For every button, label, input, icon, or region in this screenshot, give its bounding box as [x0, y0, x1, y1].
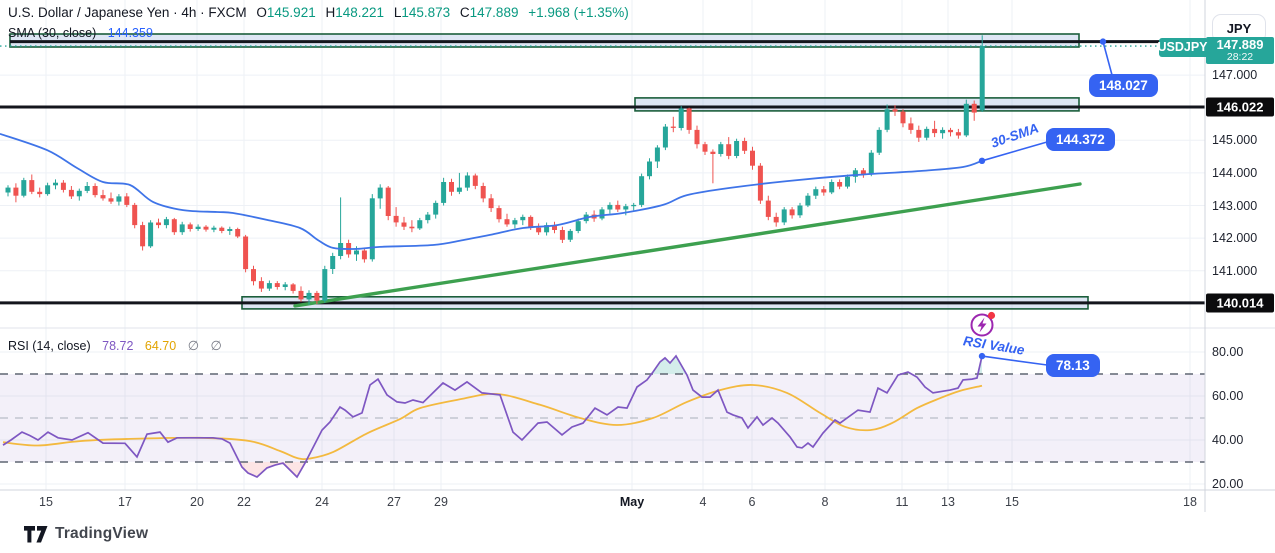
high-value: 148.221 — [335, 5, 385, 20]
price-axis[interactable]: JPY 147.889 28:22 147.000 145.000 144.000 1… — [1205, 0, 1275, 512]
time-axis-label: 22 — [237, 495, 251, 509]
time-axis-label: 8 — [821, 495, 829, 509]
open-value: 145.921 — [266, 5, 316, 20]
time-axis-label: 15 — [39, 495, 53, 509]
sma-legend[interactable]: SMA (30, close) 144.359 — [8, 26, 153, 40]
rsi-hidden-value-icon: ∅ — [210, 338, 222, 353]
close-value: 147.889 — [469, 5, 519, 20]
price-axis-label: 142.000 — [1212, 231, 1258, 246]
current-price-value: 147.889 — [1216, 37, 1264, 52]
time-axis-label: 20 — [190, 495, 204, 509]
close-label: C — [459, 5, 470, 20]
sma-name: SMA (30, close) — [8, 26, 97, 40]
price-axis-label: 144.000 — [1212, 165, 1258, 180]
time-axis-label: 11 — [895, 495, 909, 509]
tradingview-logo[interactable]: TradingView — [24, 525, 148, 543]
symbol-price-line-tag: USDJPY — [1157, 37, 1208, 57]
open-label: O — [256, 5, 267, 20]
rsi-value: 78.72 — [102, 339, 134, 353]
price-axis-label: 143.000 — [1212, 198, 1258, 213]
symbol-legend[interactable]: U.S. Dollar / Japanese Yen · 4h · FXCM O… — [8, 5, 629, 20]
rsi-hidden-value-icon: ∅ — [187, 338, 200, 353]
rsi-name: RSI (14, close) — [8, 339, 91, 353]
rsi-axis-label: 40.00 — [1212, 433, 1244, 447]
change-value: +1.968 (+1.35%) — [528, 5, 629, 20]
time-axis-label: May — [619, 495, 645, 509]
time-axis-label: 6 — [748, 495, 756, 509]
time-axis-label: 15 — [1005, 495, 1019, 509]
time-axis-label: 24 — [315, 495, 329, 509]
tradingview-logo-text: TradingView — [55, 525, 149, 542]
rsi-axis-label: 80.00 — [1212, 345, 1244, 359]
rsi-callout-78[interactable]: 78.13 — [1046, 354, 1100, 377]
sma-callout-144[interactable]: 144.372 — [1046, 128, 1115, 151]
rsi-legend[interactable]: RSI (14, close) 78.72 64.70 ∅ ∅ — [8, 338, 222, 354]
rsi-ma-value: 64.70 — [144, 339, 177, 353]
bar-countdown: 28:22 — [1226, 51, 1254, 63]
price-axis-label: 141.000 — [1212, 263, 1258, 278]
rsi-axis-label: 60.00 — [1212, 389, 1244, 403]
price-level-label: 140.014 — [1206, 293, 1274, 313]
price-level-label: 146.022 — [1206, 97, 1274, 117]
time-axis-label: 17 — [118, 495, 132, 509]
time-axis-label: 4 — [699, 495, 707, 509]
tradingview-logo-icon — [24, 525, 48, 542]
rsi-axis-label: 20.00 — [1212, 477, 1244, 491]
time-axis-label: 29 — [434, 495, 448, 509]
sma-value: 144.359 — [107, 26, 153, 40]
symbol-title: U.S. Dollar / Japanese Yen · 4h · FXCM — [8, 5, 247, 20]
high-label: H — [325, 5, 336, 20]
current-price-tag: 147.889 28:22 — [1206, 37, 1274, 64]
price-callout-148[interactable]: 148.027 — [1089, 74, 1158, 97]
lightning-icon — [970, 311, 996, 337]
low-label: L — [393, 5, 402, 20]
price-axis-label: 147.000 — [1212, 68, 1258, 83]
time-axis-label: 27 — [387, 495, 401, 509]
price-axis-label: 145.000 — [1212, 133, 1258, 148]
time-axis[interactable]: 15 17 20 22 24 27 29 May 4 6 8 11 13 15 18 — [0, 490, 1205, 512]
time-axis-label: 13 — [941, 495, 955, 509]
time-axis-label: 18 — [1183, 495, 1197, 509]
low-value: 145.873 — [401, 5, 451, 20]
